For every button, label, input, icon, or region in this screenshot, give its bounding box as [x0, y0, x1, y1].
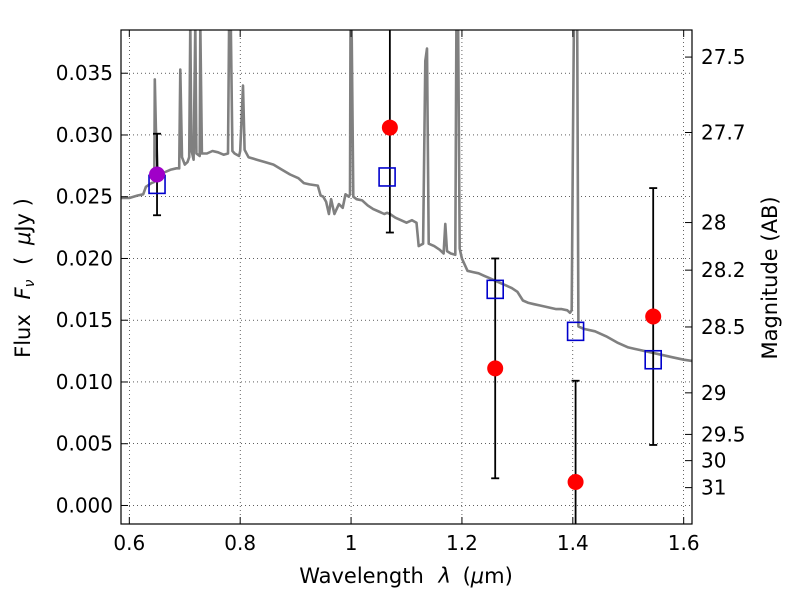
y-axis-title-unit-open: ( [11, 257, 35, 265]
y2-axis-title: Magnitude (AB) [758, 196, 782, 359]
y2-tick-label: 30 [701, 449, 726, 473]
x-tick-label: 1.6 [668, 531, 700, 555]
x-tick-label: 0.6 [113, 531, 145, 555]
x-tick-label: 1 [345, 531, 358, 555]
observed-flux-point [149, 166, 166, 183]
x-tick-label: 0.8 [224, 531, 256, 555]
observed-flux-point [567, 474, 584, 491]
x-axis-title-prefix: Wavelength [299, 564, 424, 588]
x-axis-title-unit-mu: μ [470, 564, 484, 588]
marker-layer [148, 119, 662, 491]
y-axis-title: Flux Fν ( μJy ) [11, 198, 39, 358]
y-tick-label: 0.025 [56, 185, 113, 209]
y-tick-label: 0.010 [56, 370, 113, 394]
observed-flux-point [381, 119, 398, 136]
y-axis-title-unit-mu: μ [11, 232, 35, 246]
y-tick-label: 0.005 [56, 432, 113, 456]
y-axis-title-prefix: Flux [11, 314, 35, 358]
model-band-marker [566, 321, 585, 342]
x-tick-label: 1.2 [446, 531, 478, 555]
y-axis-title-symbol: F [11, 287, 35, 300]
model-band-marker [378, 167, 396, 187]
observed-flux-point [487, 360, 504, 377]
line-layer [121, 30, 692, 363]
y-tick-label: 0.030 [56, 123, 113, 147]
grid [121, 30, 692, 524]
model-band-marker [486, 279, 504, 300]
x-axis-title-unit-open: ( [463, 564, 471, 588]
plot-frame [120, 29, 693, 525]
y2-tick-label: 28.5 [701, 315, 746, 339]
y2-tick-label: 28.2 [701, 258, 746, 282]
x-axis-title-symbol: λ [437, 564, 450, 588]
model-band-marker [644, 349, 662, 370]
y2-tick-label: 31 [701, 476, 726, 500]
y-axis-title-unit-rest: Jy ) [11, 198, 35, 234]
y2-tick-label: 29.5 [701, 422, 746, 446]
y2-tick-label: 27.7 [701, 121, 746, 145]
x-axis-title-unit-rest: m) [484, 564, 513, 588]
y2-tick-label: 29 [701, 381, 726, 405]
observed-flux-point [645, 308, 662, 325]
x-tick-label: 1.4 [557, 531, 589, 555]
y-tick-label: 0.035 [56, 61, 113, 85]
y2-tick-label: 27.5 [701, 45, 746, 69]
y-axis-title-subscript: ν [22, 279, 38, 287]
model-sed-line [121, 30, 692, 363]
y2-tick-label: 28 [701, 211, 726, 235]
y-tick-label: 0.015 [56, 308, 113, 332]
x-axis-title: Wavelength λ (μm) [299, 564, 513, 588]
ticks: 0.6 0.8 1 1.2 1.4 1.6 0.000 0.005 0.010 0.015 0.02… [56, 30, 746, 555]
y-tick-label: 0.000 [56, 493, 113, 517]
y-tick-label: 0.020 [56, 246, 113, 270]
